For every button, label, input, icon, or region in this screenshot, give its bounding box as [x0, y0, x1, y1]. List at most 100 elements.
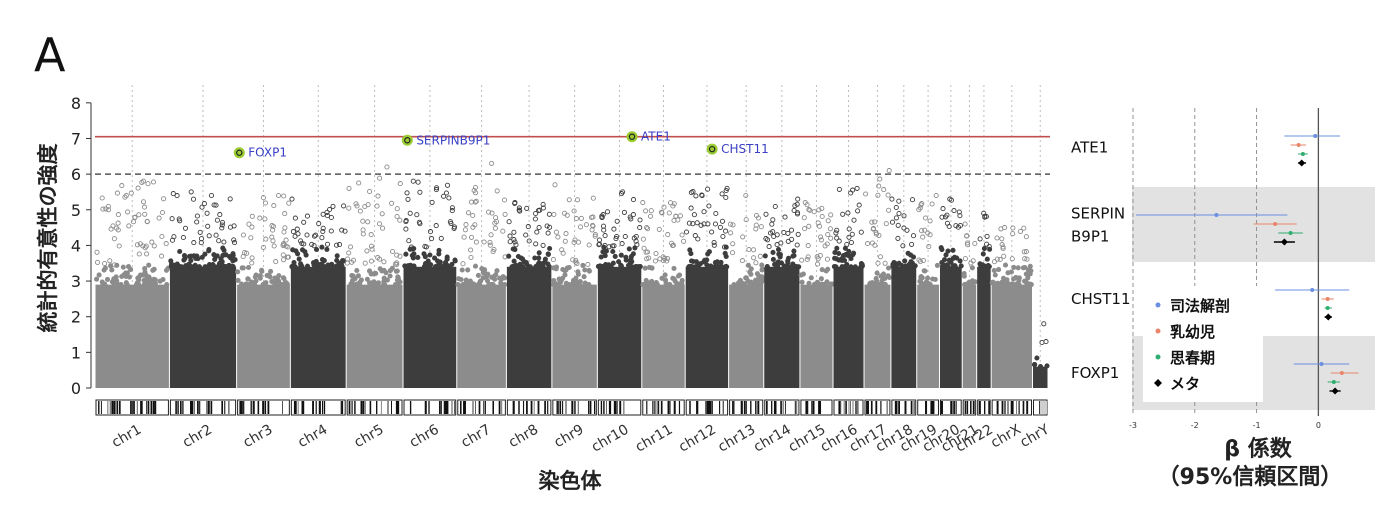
snp-point [923, 279, 930, 285]
snp-point [819, 205, 825, 211]
chromosome-block [169, 266, 237, 388]
snp-point [360, 231, 366, 237]
snp-point [933, 192, 939, 199]
snp-point [740, 234, 746, 240]
snp-point [869, 219, 875, 225]
snp-point [693, 259, 699, 265]
snp-point [216, 238, 222, 244]
snp-point [521, 259, 527, 265]
snp-point [1011, 264, 1017, 270]
snp-point [929, 201, 935, 207]
snp-point [214, 217, 220, 223]
snp-point [257, 215, 263, 221]
snp-point [653, 250, 659, 257]
snp-point [659, 210, 665, 216]
manhattan-plot: 0 1 2 3 4 5 6 7 8 FOXP1 SERPINB9P1 ATE1 CHST11 chr1… [36, 85, 1053, 493]
snp-point [618, 191, 625, 197]
snp-point [770, 256, 776, 262]
snp-point [824, 256, 830, 262]
snp-point [230, 251, 236, 257]
snp-point [298, 238, 304, 244]
snp-point [487, 239, 493, 245]
snp-point [201, 201, 207, 207]
snp-point [213, 232, 219, 238]
snp-point [753, 222, 759, 228]
snp-point [859, 261, 865, 268]
snp-point [583, 222, 589, 228]
snp-point [834, 235, 840, 241]
snp-point [468, 199, 475, 205]
snp-point [984, 233, 990, 239]
snp-point [170, 191, 176, 197]
snp-point [875, 192, 881, 198]
snp-point [705, 221, 711, 227]
snp-point [910, 233, 917, 239]
snp-point [791, 253, 797, 259]
snp-point [829, 281, 835, 287]
snp-point [621, 209, 627, 215]
snp-point [570, 257, 576, 263]
snp-point [677, 272, 683, 278]
snp-point [889, 196, 895, 202]
ideogram-block [917, 399, 939, 416]
snp-point [461, 234, 467, 240]
snp-point [610, 260, 616, 266]
snp-point [262, 216, 268, 222]
snp-point [210, 264, 217, 270]
snp-point [825, 231, 831, 238]
snp-point [701, 209, 707, 215]
snp-point [149, 239, 155, 245]
snp-point [245, 276, 251, 282]
snp-point [511, 258, 517, 264]
snp-point [673, 213, 679, 219]
snp-point [958, 263, 964, 269]
snp-point [920, 257, 926, 264]
snp-point [273, 282, 279, 288]
snp-point [249, 255, 255, 261]
snp-point [753, 226, 759, 232]
snp-point [711, 242, 717, 248]
snp-point [319, 261, 325, 267]
snp-point [964, 240, 970, 246]
snp-point [643, 208, 649, 214]
snp-point [546, 211, 552, 217]
snp-point [509, 264, 515, 270]
snp-point [235, 277, 241, 283]
snp-point [566, 264, 572, 271]
snp-point [346, 185, 352, 191]
snp-point [1009, 256, 1015, 262]
snp-point [246, 221, 252, 227]
chromosome-block [1032, 366, 1048, 388]
snp-point [629, 264, 635, 270]
snp-point [344, 260, 350, 266]
snp-point [281, 257, 287, 263]
chromosome-label: chr5 [352, 422, 387, 451]
snp-point [235, 269, 241, 275]
snp-point [592, 233, 598, 239]
snp-point [319, 235, 325, 241]
snp-point [486, 209, 492, 215]
snp-point [96, 272, 102, 278]
snp-point [1020, 265, 1026, 271]
snp-point [248, 235, 254, 241]
snp-point [387, 268, 393, 274]
snp-point [459, 267, 465, 273]
snp-point [667, 282, 673, 288]
snp-point [855, 208, 861, 214]
snp-point [371, 271, 377, 277]
snp-point [216, 264, 222, 270]
snp-point [159, 233, 165, 240]
snp-point [880, 271, 887, 277]
snp-point [1015, 265, 1021, 271]
snp-point [102, 281, 108, 287]
chromosome-label: chr3 [240, 422, 275, 451]
snp-point [713, 263, 719, 269]
snp-point [507, 233, 513, 239]
snp-point [500, 228, 506, 234]
snp-point [596, 237, 603, 243]
snp-point [177, 248, 183, 255]
snp-point [506, 219, 512, 225]
snp-point [939, 214, 945, 220]
snp-point [511, 237, 517, 243]
snp-point [842, 245, 848, 251]
